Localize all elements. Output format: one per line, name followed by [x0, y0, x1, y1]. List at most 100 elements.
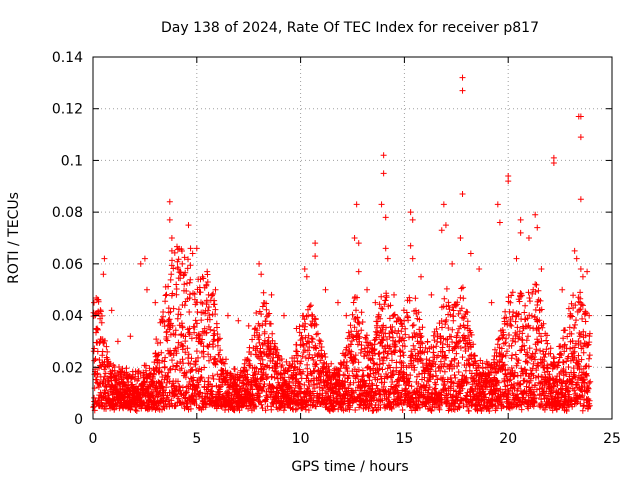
data-point — [505, 178, 512, 185]
data-point — [577, 113, 584, 120]
plot-frame — [92, 56, 613, 420]
data-point — [212, 286, 219, 293]
data-point — [409, 255, 416, 262]
data-point — [577, 134, 584, 141]
data-point — [189, 250, 196, 257]
data-point — [384, 255, 391, 262]
data-point — [534, 224, 541, 231]
data-point — [303, 273, 310, 280]
data-point — [175, 266, 182, 273]
data-point — [245, 322, 252, 329]
data-point — [476, 266, 483, 273]
data-point — [137, 260, 144, 267]
data-point — [459, 87, 466, 94]
data-point — [152, 299, 159, 306]
data-point — [418, 273, 425, 280]
data-point — [343, 312, 350, 319]
data-point — [141, 255, 148, 262]
data-point — [380, 170, 387, 177]
data-point — [409, 216, 416, 223]
x-tick-label: 15 — [395, 431, 413, 447]
x-tick-label: 20 — [499, 431, 517, 447]
data-point — [538, 266, 545, 273]
data-point — [459, 191, 466, 198]
data-point — [428, 291, 435, 298]
data-point — [494, 201, 501, 208]
data-point — [353, 201, 360, 208]
y-tick-label: 0.08 — [52, 205, 83, 221]
data-point — [322, 286, 329, 293]
data-point — [351, 235, 358, 241]
y-tick-label: 0.04 — [52, 309, 83, 325]
data-point — [488, 299, 495, 306]
data-point — [185, 222, 192, 229]
data-point — [372, 299, 379, 306]
data-point — [312, 253, 319, 260]
data-point — [517, 229, 524, 236]
data-point — [532, 211, 539, 218]
x-tick-label: 0 — [89, 431, 98, 447]
data-point — [127, 333, 134, 340]
data-point — [378, 201, 385, 208]
data-point — [577, 196, 584, 203]
data-point — [407, 209, 414, 216]
data-point — [380, 152, 387, 159]
data-point — [391, 291, 398, 298]
grid-lines — [93, 57, 612, 419]
y-tick-label: 0.12 — [52, 102, 83, 118]
data-point — [235, 317, 242, 324]
data-point — [355, 268, 362, 275]
data-point — [586, 312, 593, 319]
data-point — [334, 299, 341, 306]
data-point — [382, 245, 389, 252]
y-tick-label: 0.14 — [52, 50, 83, 66]
data-point — [168, 247, 175, 254]
data-point — [550, 154, 557, 161]
data-point — [224, 312, 231, 319]
data-point — [459, 74, 466, 81]
data-point — [355, 240, 362, 247]
data-point — [438, 227, 445, 234]
data-point — [268, 291, 275, 298]
data-point — [577, 266, 584, 273]
data-point — [440, 201, 447, 208]
data-point — [407, 242, 414, 249]
data-point — [517, 216, 524, 223]
data-point — [101, 255, 108, 262]
data-point — [258, 271, 265, 278]
y-tick-label: 0.06 — [52, 257, 83, 273]
data-point — [457, 235, 464, 241]
data-point — [579, 273, 586, 280]
data-point — [584, 268, 591, 275]
axis-ticks: 0 5 10 15 20 25 0 0.02 0.04 0.06 0.08 0.1 0.12 0.14 — [52, 50, 621, 447]
x-tick-label: 10 — [292, 431, 310, 447]
data-point — [449, 260, 456, 267]
data-point-cloud — [90, 243, 594, 414]
data-point — [91, 299, 98, 306]
data-point — [108, 307, 115, 314]
data-point — [364, 286, 371, 293]
data-point — [193, 245, 200, 252]
data-point — [573, 255, 580, 262]
data-point — [382, 214, 389, 221]
data-point — [550, 160, 557, 167]
data-point — [571, 247, 578, 254]
data-point — [559, 286, 566, 293]
data-point — [94, 325, 101, 332]
data-points — [90, 74, 594, 414]
data-point — [496, 219, 503, 226]
data-point — [301, 266, 308, 273]
y-tick-label: 0.1 — [61, 153, 83, 169]
data-point — [312, 240, 319, 247]
data-point — [204, 268, 211, 275]
x-axis-title: GPS time / hours — [291, 459, 408, 475]
y-tick-label: 0 — [74, 412, 83, 428]
data-point — [179, 260, 186, 267]
y-tick-label: 0.02 — [52, 360, 83, 376]
chart-title: Day 138 of 2024, Rate Of TEC Index for r… — [161, 20, 539, 36]
data-point — [280, 312, 287, 319]
x-tick-label: 25 — [603, 431, 621, 447]
data-point — [505, 172, 512, 179]
